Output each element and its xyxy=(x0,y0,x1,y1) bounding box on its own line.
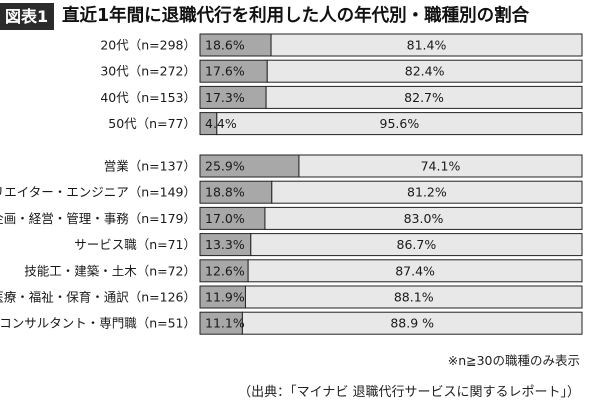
value-label-used: 17.0% xyxy=(205,211,245,226)
title-row: 図表1 直近1年間に退職代行を利用した人の年代別・職種別の割合 xyxy=(0,0,600,34)
value-label-used: 11.9% xyxy=(205,290,245,305)
value-label-not-used: 86.7% xyxy=(397,237,437,252)
value-label-not-used: 82.7% xyxy=(404,90,444,105)
bar-not-used xyxy=(247,259,583,283)
bar-not-used xyxy=(270,33,583,57)
value-label-used: 18.6% xyxy=(205,38,245,53)
bar-not-used xyxy=(241,311,583,335)
category-label: 50代（n=77） xyxy=(108,116,196,131)
value-label-used: 17.3% xyxy=(205,90,245,105)
category-label: 30代（n=272） xyxy=(100,64,196,79)
bar-not-used xyxy=(298,154,583,178)
chart-title: 直近1年間に退職代行を利用した人の年代別・職種別の割合 xyxy=(62,6,530,26)
category-label: 営業（n=137） xyxy=(104,159,196,174)
value-label-used: 12.6% xyxy=(205,263,245,278)
value-label-used: 18.8% xyxy=(205,185,245,200)
bar-not-used xyxy=(216,112,583,136)
value-label-not-used: 81.2% xyxy=(407,185,447,200)
value-label-not-used: 74.1% xyxy=(421,159,461,174)
value-label-not-used: 83.0% xyxy=(404,211,444,226)
bar-not-used xyxy=(266,59,583,83)
value-label-not-used: 88.1% xyxy=(394,290,434,305)
category-label: 技能工・建築・土木（n=72） xyxy=(24,263,196,278)
value-label-used: 13.3% xyxy=(205,237,245,252)
category-label: クリエイター・エンジニア（n=149） xyxy=(0,185,196,200)
value-label-not-used: 95.6% xyxy=(380,116,420,131)
value-label-used: 4.4% xyxy=(205,116,237,131)
category-label: 40代（n=153） xyxy=(100,90,196,105)
bar-not-used xyxy=(264,206,583,230)
bar-not-used xyxy=(271,180,583,204)
category-label: 20代（n=298） xyxy=(100,38,196,53)
category-label: サービス職（n=71） xyxy=(74,237,196,252)
footnote: ※n≧30の職種のみ表示 xyxy=(447,353,580,368)
value-label-not-used: 87.4% xyxy=(395,263,435,278)
bar-not-used xyxy=(244,285,583,309)
value-label-not-used: 82.4% xyxy=(405,64,445,79)
value-label-used: 11.1% xyxy=(205,316,245,331)
category-label: コンサルタント・専門職（n=51） xyxy=(0,316,196,331)
value-label-used: 17.6% xyxy=(205,64,245,79)
source-note: （出典：「マイナビ 退職代行サービスに関するレポート」） xyxy=(238,385,580,400)
figure-badge: 図表1 xyxy=(0,3,55,30)
bar-not-used xyxy=(265,85,583,109)
bar-not-used xyxy=(250,233,583,257)
category-label: 医療・福祉・保育・通訳（n=126） xyxy=(0,290,196,305)
value-label-used: 25.9% xyxy=(205,159,245,174)
value-label-not-used: 88.9 % xyxy=(390,316,434,331)
value-label-not-used: 81.4% xyxy=(407,38,447,53)
category-label: 企画・経営・管理・事務（n=179） xyxy=(0,211,196,226)
